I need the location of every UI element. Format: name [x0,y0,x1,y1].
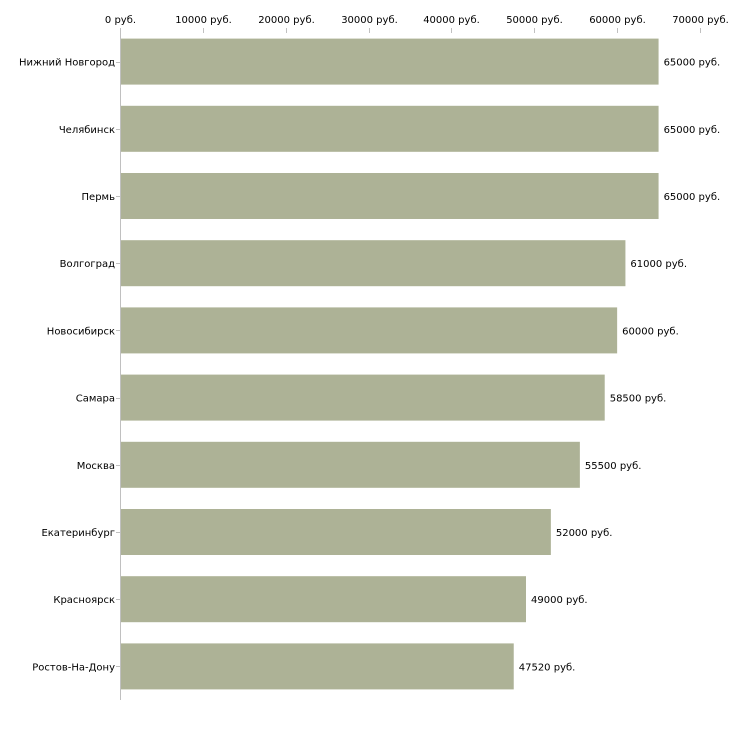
bar [121,105,659,152]
category-label: Москва [77,461,115,472]
category-label: Красноярск [53,595,115,606]
bar [121,173,659,219]
bar [121,307,618,354]
value-label: 58500 руб. [610,394,667,405]
x-tick-label: 60000 руб. [589,15,646,26]
category-label: Волгоград [60,259,115,270]
x-tick-label: 40000 руб. [423,15,480,26]
x-tick-label: 0 руб. [105,15,136,26]
x-axis: 0 руб. 10000 руб. 20000 руб. 30000 руб. 4000… [105,15,729,700]
category-label: Екатеринбург [41,528,115,539]
value-label: 55500 руб. [585,461,642,472]
value-label: 65000 руб. [664,192,721,203]
value-label: 61000 руб. [630,259,687,270]
value-label: 52000 руб. [556,528,613,539]
value-label: 65000 руб. [664,125,721,136]
category-label: Самара [76,394,115,405]
bar [121,576,526,623]
value-label: 65000 руб. [664,58,721,69]
x-tick-label: 10000 руб. [175,15,232,26]
bar [121,509,551,555]
bar [121,441,580,488]
value-label: 49000 руб. [531,595,588,606]
bar [121,240,626,287]
bar [121,643,514,690]
x-tick-label: 70000 руб. [672,15,729,26]
value-label: 60000 руб. [622,326,679,337]
x-tick-label: 50000 руб. [506,15,563,26]
category-label: Ростов-На-Дону [32,662,115,673]
category-label: Челябинск [59,125,115,136]
category-axis: Нижний Новгород Челябинск Пермь Волгоград Но… [19,58,120,673]
category-label: Нижний Новгород [19,58,115,69]
bars [121,38,659,690]
value-label: 47520 руб. [519,662,576,673]
bar [121,38,659,85]
category-label: Новосибирск [47,326,115,337]
value-labels: 65000 руб. 65000 руб. 65000 руб. 61000 руб.… [519,58,720,674]
x-tick-label: 30000 руб. [341,15,398,26]
bar [121,374,605,421]
x-tick-label: 20000 руб. [258,15,315,26]
category-label: Пермь [82,192,116,203]
